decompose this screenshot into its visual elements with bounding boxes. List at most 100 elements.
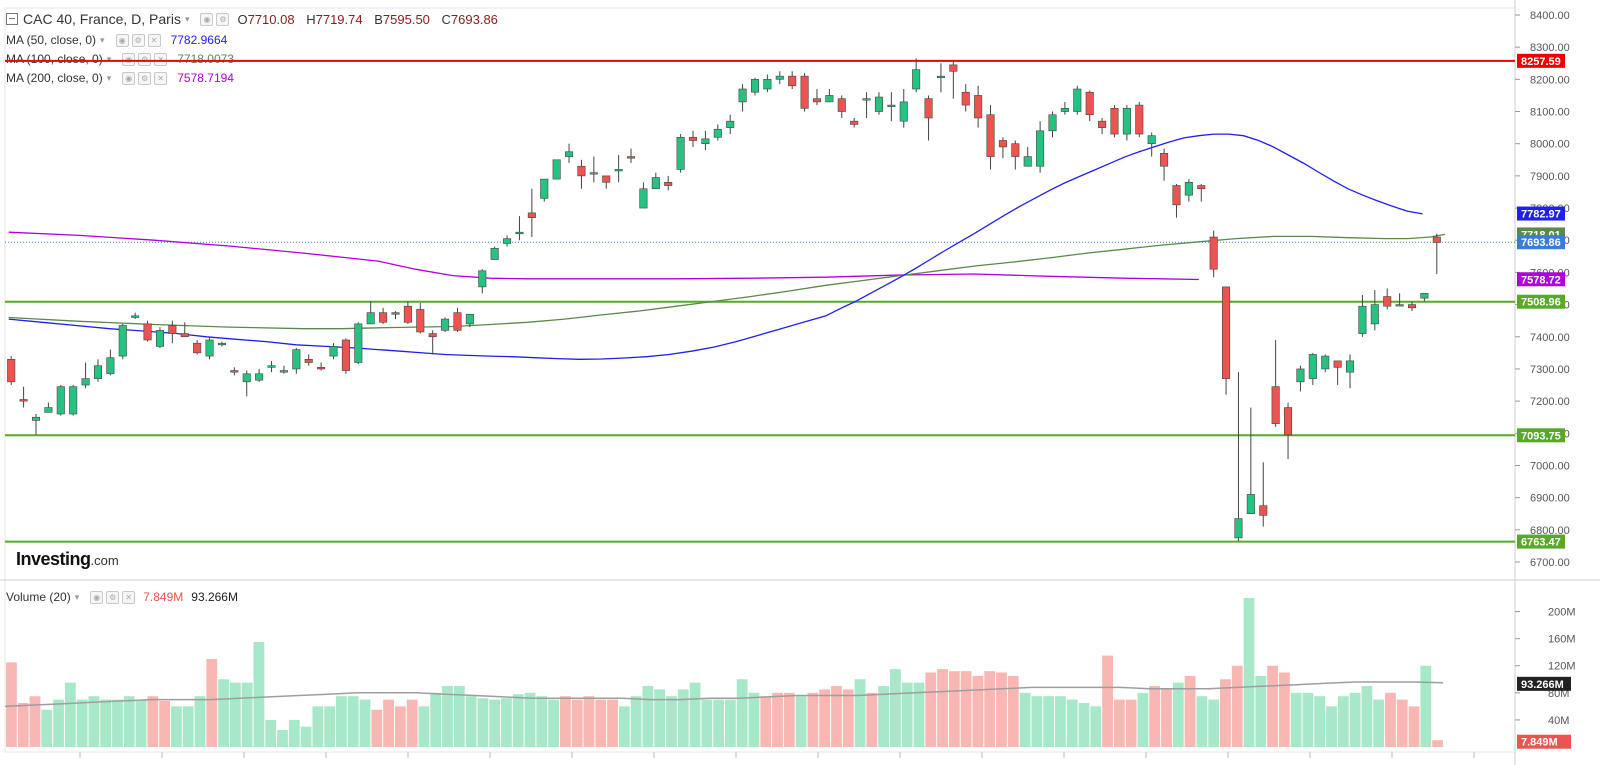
candle-body — [1308, 354, 1317, 379]
candle — [118, 323, 127, 360]
candle-body — [924, 98, 933, 119]
close-icon[interactable]: ✕ — [154, 71, 168, 85]
volume-bar — [890, 669, 901, 747]
volume-bar — [795, 696, 807, 747]
candle-body — [1321, 355, 1330, 370]
settings-icon[interactable]: ⚙ — [138, 71, 152, 85]
candle-body — [974, 95, 983, 119]
volume-bar — [1208, 699, 1220, 747]
collapse-icon[interactable] — [6, 13, 18, 25]
candle — [1271, 339, 1280, 427]
candle-body — [949, 64, 958, 72]
volume-bar — [371, 709, 383, 747]
candle — [1172, 183, 1181, 218]
settings-icon[interactable]: ⚙ — [216, 12, 230, 26]
candle-body — [887, 104, 896, 107]
chevron-down-icon[interactable]: ▾ — [106, 72, 112, 83]
candle — [713, 124, 722, 141]
volume-bar — [524, 692, 536, 747]
volume-bar — [383, 699, 394, 747]
visibility-toggle-icon[interactable]: ◉ — [122, 71, 136, 85]
candle-body — [788, 75, 797, 87]
chevron-down-icon[interactable]: ▾ — [100, 34, 105, 45]
candle — [441, 317, 450, 332]
level-price-label: 6763.47 — [1521, 537, 1561, 549]
level-price-label-bg — [1517, 428, 1565, 443]
candle-body — [19, 399, 28, 402]
candle-body — [1333, 360, 1342, 368]
volume-bar — [807, 692, 819, 747]
candle-body — [1197, 185, 1206, 190]
candle-body — [1432, 236, 1441, 243]
candle-body — [750, 79, 760, 93]
settings-icon[interactable]: ⚙ — [106, 590, 120, 604]
price-tick-label: 8100.00 — [1530, 107, 1570, 119]
logo-suffix: .com — [90, 553, 119, 568]
visibility-toggle-icon[interactable]: ◉ — [200, 12, 214, 26]
volume-bar — [1408, 706, 1420, 747]
candle-body — [168, 325, 177, 334]
candle — [329, 343, 338, 360]
candle — [614, 154, 623, 183]
candle-body — [217, 342, 226, 346]
price-tick-label: 8200.00 — [1530, 74, 1570, 86]
candle — [912, 58, 921, 93]
candle — [1048, 111, 1057, 138]
candle — [379, 307, 388, 324]
candle — [651, 172, 660, 190]
candle — [1308, 352, 1317, 386]
candle — [31, 413, 41, 435]
candle — [292, 348, 301, 374]
candle-body — [825, 95, 834, 103]
chevron-down-icon[interactable]: ▾ — [106, 53, 112, 64]
ma100-line — [8, 233, 1446, 330]
volume-bar — [536, 696, 548, 747]
visibility-toggle-icon[interactable]: ◉ — [122, 52, 136, 66]
candle — [1346, 354, 1355, 389]
chevron-down-icon[interactable]: ▾ — [74, 591, 80, 602]
candle-body — [1395, 304, 1404, 307]
volume-bar — [1361, 686, 1373, 747]
candle-body — [242, 373, 251, 383]
candle — [837, 95, 846, 118]
volume-bar — [1349, 692, 1361, 747]
chart-header: CAC 40, France, D, Paris ▾ ◉ ⚙ O7710.08 … — [6, 11, 506, 27]
visibility-toggle-icon[interactable]: ◉ — [90, 590, 104, 604]
volume-bar — [948, 671, 960, 747]
volume-bar — [937, 669, 948, 747]
volume-avg-label: 93.266M — [1521, 679, 1564, 691]
close-icon[interactable]: ✕ — [147, 33, 161, 47]
volume-tick-label: 120M — [1548, 661, 1576, 673]
candle — [354, 322, 363, 365]
candle-body — [490, 247, 499, 260]
candle — [961, 84, 970, 112]
volume-bar — [618, 706, 630, 747]
visibility-toggle-icon[interactable]: ◉ — [115, 33, 129, 47]
candle — [676, 134, 685, 173]
candle — [974, 85, 983, 128]
low-value: 7595.50 — [382, 11, 430, 27]
price-tick-label: 6900.00 — [1530, 493, 1570, 505]
volume-average-line — [4, 681, 1444, 708]
volume-bar — [1055, 696, 1066, 747]
candle-body — [936, 75, 945, 78]
volume-bar — [1137, 692, 1149, 747]
settings-icon[interactable]: ⚙ — [131, 33, 145, 47]
candle — [131, 312, 140, 320]
candle-body — [602, 175, 611, 183]
candle-body — [304, 358, 313, 363]
settings-icon[interactable]: ⚙ — [138, 52, 152, 66]
candle-body — [1209, 236, 1218, 270]
close-icon[interactable]: ✕ — [154, 52, 168, 66]
candle-body — [255, 373, 264, 381]
candle — [515, 216, 524, 241]
candle — [403, 301, 412, 324]
candle-body — [391, 312, 400, 315]
candle-body — [589, 172, 598, 175]
chevron-down-icon[interactable]: ▾ — [184, 13, 190, 24]
high-value: 7719.74 — [315, 11, 363, 27]
close-icon[interactable]: ✕ — [122, 590, 136, 604]
volume-bar — [64, 682, 76, 747]
candle-body — [1271, 386, 1280, 424]
